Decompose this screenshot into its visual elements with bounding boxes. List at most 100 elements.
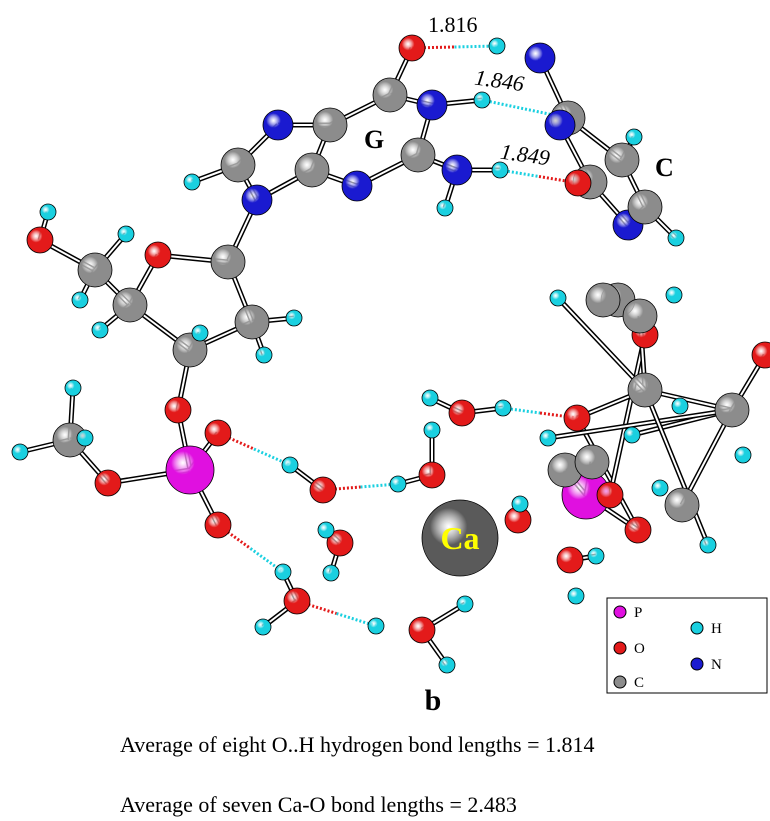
atom [652, 480, 668, 496]
base-label: G [364, 125, 384, 154]
legend-marker [614, 606, 626, 618]
atom [597, 482, 623, 508]
atom [625, 517, 651, 543]
atom [540, 430, 556, 446]
atom [284, 588, 310, 614]
atom [419, 462, 445, 488]
legend-box [607, 598, 767, 693]
atom [437, 200, 453, 216]
atom [165, 397, 191, 423]
atom [735, 447, 751, 463]
atom [373, 78, 407, 112]
atom [457, 596, 473, 612]
atom [624, 427, 640, 443]
atom [368, 618, 384, 634]
atom [166, 446, 214, 494]
atom [557, 547, 583, 573]
atom [409, 617, 435, 643]
atom [12, 444, 28, 460]
atom [575, 445, 609, 479]
atom [77, 430, 93, 446]
atom [78, 253, 112, 287]
legend-label: O [634, 641, 645, 657]
atom [666, 287, 682, 303]
atom [95, 470, 121, 496]
atom [323, 565, 339, 581]
atoms [12, 35, 770, 673]
atom [626, 129, 642, 145]
legend-label: C [634, 675, 644, 691]
atom [318, 522, 334, 538]
atom [489, 38, 505, 54]
atom [92, 322, 108, 338]
atom [205, 420, 231, 446]
base-label: C [655, 153, 674, 182]
atom [525, 43, 555, 73]
atom [442, 155, 472, 185]
atom [184, 174, 200, 190]
legend-label: N [711, 657, 722, 673]
atom [588, 548, 604, 564]
atom [295, 153, 329, 187]
atom [65, 380, 81, 396]
legend-marker [691, 658, 703, 670]
atom [263, 110, 293, 140]
atom [242, 185, 272, 215]
atom [113, 288, 147, 322]
atom [700, 537, 716, 553]
atom [628, 373, 662, 407]
atom [27, 227, 53, 253]
atom [72, 292, 88, 308]
atom [145, 242, 171, 268]
atom [492, 162, 508, 178]
atom [417, 90, 447, 120]
atom [439, 657, 455, 673]
atom [401, 138, 435, 172]
atom [550, 290, 566, 306]
atom [390, 476, 406, 492]
atom [665, 488, 699, 522]
atom [628, 190, 662, 224]
atom [211, 245, 245, 279]
legend-label: P [634, 605, 642, 621]
atom [623, 299, 657, 333]
atom [668, 230, 684, 246]
caption: Average of eight O..H hydrogen bond leng… [120, 732, 595, 757]
atom [422, 390, 438, 406]
atom [221, 148, 255, 182]
panel-label: b [425, 684, 442, 717]
atom [545, 110, 575, 140]
atom [118, 226, 134, 242]
legend-marker [614, 676, 626, 688]
atom [568, 588, 584, 604]
atom [605, 143, 639, 177]
atom [205, 512, 231, 538]
bonds [20, 48, 765, 665]
atom [275, 564, 291, 580]
atom [564, 405, 590, 431]
atom [399, 35, 425, 61]
atom [586, 283, 620, 317]
atom [192, 325, 208, 341]
legend: P O C H N [607, 598, 767, 693]
hbond-label: 1.846 [473, 65, 525, 97]
atom [424, 422, 440, 438]
legend-label: H [711, 621, 722, 637]
atom [282, 457, 298, 473]
atom [313, 108, 347, 142]
atom [256, 347, 272, 363]
atom [449, 400, 475, 426]
atom [715, 393, 749, 427]
atom [40, 204, 56, 220]
atom [752, 342, 770, 368]
atom [512, 496, 528, 512]
atom [565, 170, 591, 196]
atom [286, 310, 302, 326]
atom [672, 398, 688, 414]
legend-marker [614, 642, 626, 654]
calcium-label: Ca [440, 520, 479, 556]
atom [310, 477, 336, 503]
hbond-label: 1.816 [428, 12, 478, 37]
caption: Average of seven Ca-O bond lengths = 2.4… [120, 792, 517, 817]
atom [495, 400, 511, 416]
